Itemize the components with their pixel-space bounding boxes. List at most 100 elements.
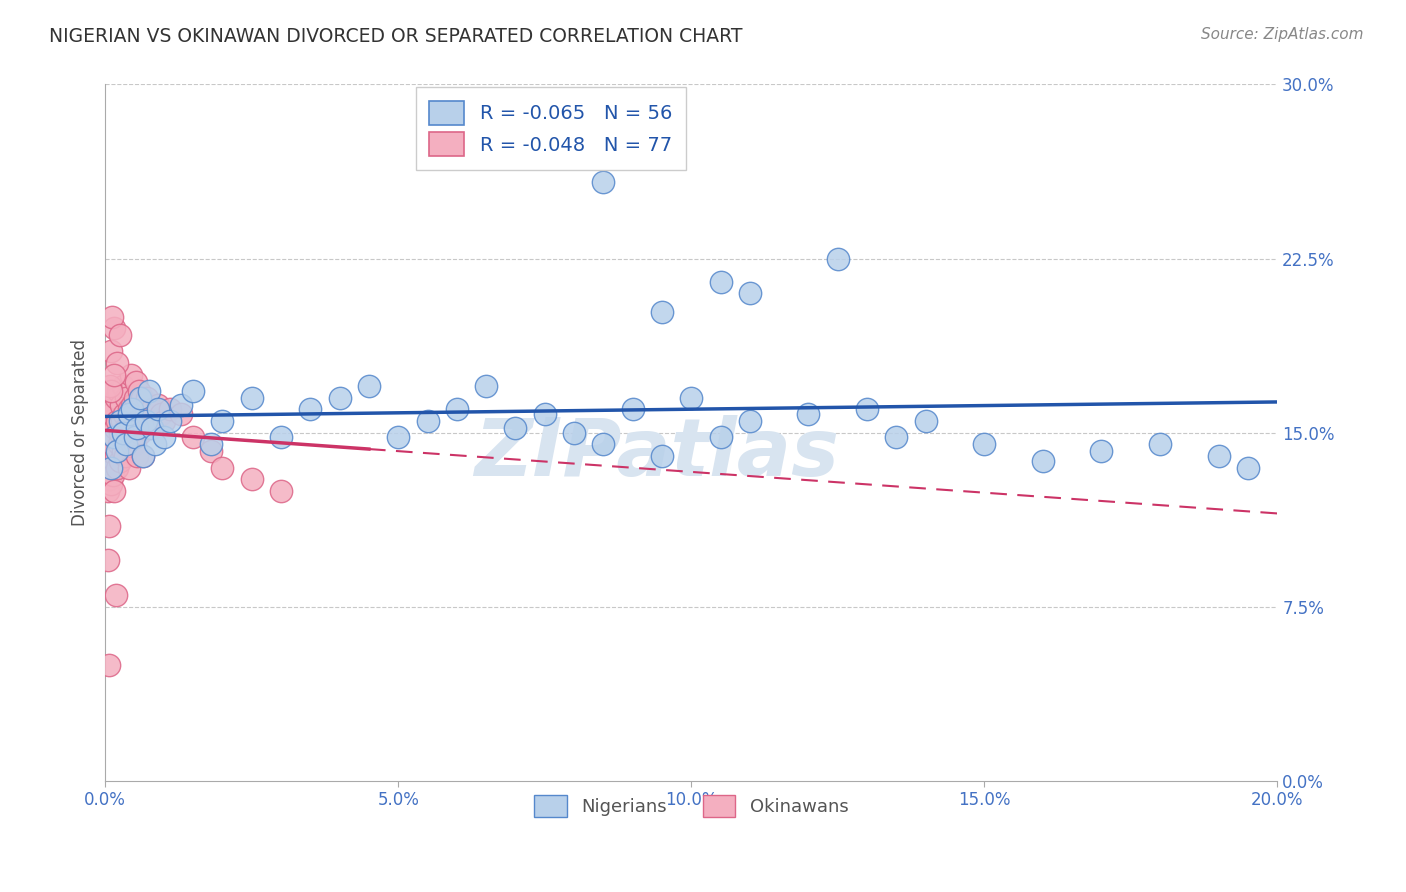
Point bbox=[118, 402, 141, 417]
Point bbox=[101, 467, 124, 482]
Point bbox=[1032, 453, 1054, 467]
Point bbox=[651, 449, 673, 463]
Point bbox=[127, 449, 149, 463]
Point bbox=[132, 449, 155, 463]
Point bbox=[104, 421, 127, 435]
Point bbox=[97, 425, 120, 440]
Point bbox=[240, 391, 263, 405]
Point bbox=[122, 407, 145, 421]
Point bbox=[101, 310, 124, 324]
Point bbox=[97, 553, 120, 567]
Point bbox=[124, 437, 146, 451]
Point bbox=[738, 414, 761, 428]
Point bbox=[270, 430, 292, 444]
Point bbox=[129, 425, 152, 440]
Point bbox=[143, 414, 166, 428]
Point bbox=[129, 391, 152, 405]
Point bbox=[153, 414, 176, 428]
Point bbox=[124, 430, 146, 444]
Point bbox=[121, 437, 143, 451]
Point bbox=[149, 407, 172, 421]
Point bbox=[475, 379, 498, 393]
Point bbox=[153, 430, 176, 444]
Point bbox=[132, 449, 155, 463]
Point bbox=[103, 321, 125, 335]
Point bbox=[132, 421, 155, 435]
Point bbox=[112, 407, 135, 421]
Point bbox=[98, 472, 121, 486]
Point bbox=[592, 437, 614, 451]
Point bbox=[135, 414, 157, 428]
Point bbox=[103, 368, 125, 382]
Text: Source: ZipAtlas.com: Source: ZipAtlas.com bbox=[1201, 27, 1364, 42]
Point bbox=[170, 398, 193, 412]
Point bbox=[827, 252, 849, 266]
Point bbox=[856, 402, 879, 417]
Point bbox=[115, 421, 138, 435]
Point bbox=[96, 483, 118, 498]
Point bbox=[118, 460, 141, 475]
Point bbox=[138, 421, 160, 435]
Point bbox=[110, 398, 132, 412]
Point bbox=[181, 384, 204, 398]
Point bbox=[797, 407, 820, 421]
Point bbox=[114, 391, 136, 405]
Point bbox=[108, 414, 131, 428]
Point bbox=[1208, 449, 1230, 463]
Point bbox=[562, 425, 585, 440]
Point bbox=[270, 483, 292, 498]
Point bbox=[146, 402, 169, 417]
Point bbox=[104, 588, 127, 602]
Point bbox=[357, 379, 380, 393]
Point bbox=[114, 449, 136, 463]
Point bbox=[135, 407, 157, 421]
Point bbox=[159, 402, 181, 417]
Point bbox=[121, 398, 143, 412]
Point bbox=[240, 472, 263, 486]
Point bbox=[143, 437, 166, 451]
Point bbox=[387, 430, 409, 444]
Point bbox=[111, 379, 134, 393]
Point bbox=[159, 414, 181, 428]
Point bbox=[170, 407, 193, 421]
Point bbox=[681, 391, 703, 405]
Point bbox=[141, 421, 163, 435]
Point bbox=[105, 356, 128, 370]
Point bbox=[124, 391, 146, 405]
Point bbox=[651, 305, 673, 319]
Point bbox=[114, 437, 136, 451]
Point bbox=[105, 444, 128, 458]
Point bbox=[128, 384, 150, 398]
Point bbox=[108, 453, 131, 467]
Point bbox=[141, 402, 163, 417]
Point bbox=[117, 430, 139, 444]
Point bbox=[1149, 437, 1171, 451]
Point bbox=[97, 657, 120, 672]
Point bbox=[446, 402, 468, 417]
Point bbox=[120, 368, 142, 382]
Point bbox=[146, 398, 169, 412]
Point bbox=[709, 430, 731, 444]
Point bbox=[100, 344, 122, 359]
Point bbox=[100, 476, 122, 491]
Point bbox=[103, 430, 125, 444]
Point bbox=[98, 379, 121, 393]
Point bbox=[131, 391, 153, 405]
Point bbox=[505, 421, 527, 435]
Text: NIGERIAN VS OKINAWAN DIVORCED OR SEPARATED CORRELATION CHART: NIGERIAN VS OKINAWAN DIVORCED OR SEPARAT… bbox=[49, 27, 742, 45]
Point bbox=[125, 375, 148, 389]
Point bbox=[1090, 444, 1112, 458]
Point bbox=[118, 414, 141, 428]
Point bbox=[138, 384, 160, 398]
Point bbox=[96, 460, 118, 475]
Point bbox=[108, 437, 131, 451]
Point bbox=[98, 518, 121, 533]
Point bbox=[709, 275, 731, 289]
Point bbox=[973, 437, 995, 451]
Point bbox=[107, 384, 129, 398]
Point bbox=[1237, 460, 1260, 475]
Point bbox=[200, 444, 222, 458]
Point bbox=[299, 402, 322, 417]
Legend: Nigerians, Okinawans: Nigerians, Okinawans bbox=[527, 788, 856, 824]
Point bbox=[886, 430, 908, 444]
